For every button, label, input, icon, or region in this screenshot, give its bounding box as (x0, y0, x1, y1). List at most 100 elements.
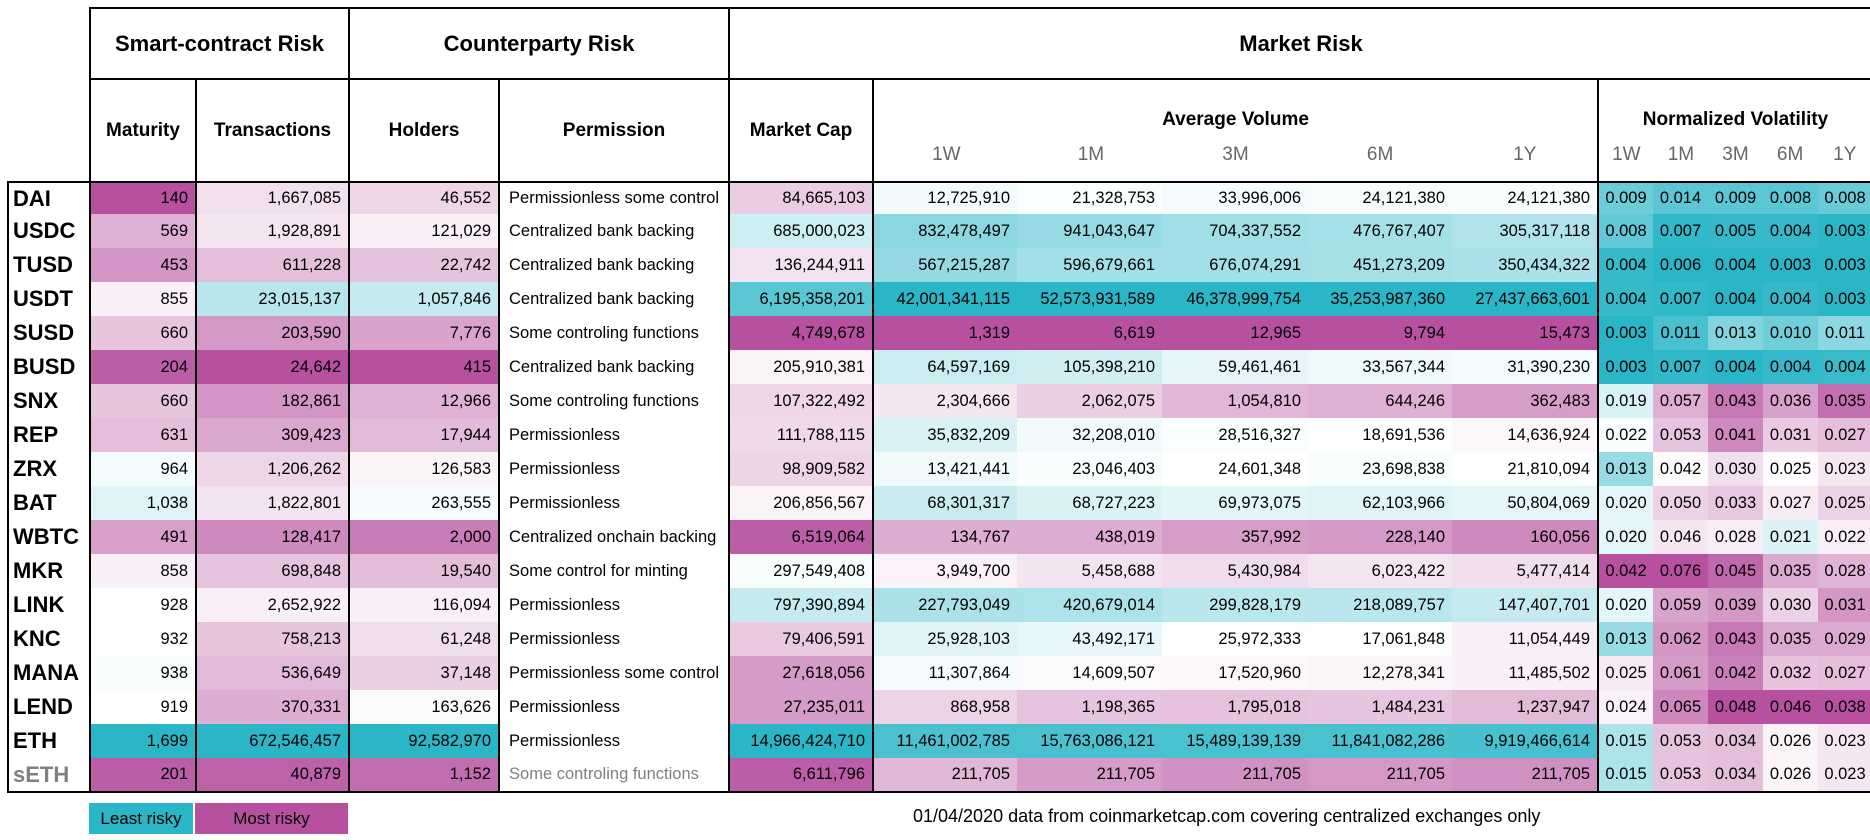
transactions-cell: 23,015,137 (196, 282, 351, 316)
maturity-cell: 932 (90, 622, 197, 656)
market-cap-cell: 685,000,023 (729, 214, 875, 248)
transactions-cell: 40,879 (196, 758, 351, 793)
token-name: WBTC (7, 520, 91, 554)
maturity-cell: 855 (90, 282, 197, 316)
corner-cell-2 (8, 79, 90, 183)
volume-cell-6m: 218,089,757 (1308, 588, 1453, 622)
maturity-cell: 453 (90, 248, 197, 282)
volatility-cell-6m: 0.031 (1763, 418, 1819, 452)
volatility-cell-1w: 0.020 (1598, 486, 1654, 520)
volume-cell-1m: 596,679,661 (1017, 248, 1163, 282)
volume-cell-3m: 15,489,139,139 (1162, 724, 1309, 758)
token-name: MKR (7, 554, 91, 588)
volatility-cell-1w: 0.022 (1598, 418, 1654, 452)
permission-cell: Centralized bank backing (499, 350, 731, 384)
table-row: ZRX 964 1,206,262 126,583 Permissionless 98,9… (7, 452, 1870, 486)
market-cap-cell: 297,549,408 (729, 554, 875, 588)
volume-cell-1y: 21,810,094 (1452, 452, 1600, 486)
table-row: LEND 919 370,331 163,626 Permissionless 27,23… (7, 690, 1870, 724)
volatility-cell-1y: 0.011 (1818, 316, 1870, 350)
volatility-cell-3m: 0.004 (1708, 248, 1764, 282)
maturity-cell: 631 (90, 418, 197, 452)
volatility-cell-1w: 0.013 (1598, 622, 1654, 656)
token-name: REP (7, 418, 91, 452)
volume-cell-1y: 14,636,924 (1452, 418, 1600, 452)
permission-cell: Permissionless (499, 452, 731, 486)
volume-cell-1m: 52,573,931,589 (1017, 282, 1163, 316)
volume-cell-3m: 1,795,018 (1162, 690, 1309, 724)
transactions-cell: 672,546,457 (196, 724, 351, 758)
market-cap-cell: 206,856,567 (729, 486, 875, 520)
volume-cell-1w: 3,949,700 (873, 554, 1018, 588)
market-cap-cell: 27,235,011 (729, 690, 875, 724)
permission-cell: Permissionless (499, 690, 731, 724)
token-name: ETH (7, 724, 91, 758)
group-market-risk: Market Risk (729, 7, 1870, 80)
token-name: USDT (7, 282, 91, 316)
volume-cell-3m: 46,378,999,754 (1162, 282, 1309, 316)
volatility-cell-1m: 0.059 (1653, 588, 1709, 622)
table-row: MANA 938 536,649 37,148 Permissionless some … (7, 656, 1870, 690)
maturity-cell: 1,699 (90, 724, 197, 758)
col-header-average-volume: Average Volume 1W 1M 3M 6M 1Y (873, 79, 1600, 183)
token-name: DAI (7, 182, 91, 214)
col-header-maturity: Maturity (89, 79, 196, 183)
volatility-cell-1m: 0.050 (1653, 486, 1709, 520)
volatility-cell-3m: 0.028 (1708, 520, 1764, 554)
maturity-cell: 660 (90, 316, 197, 350)
volume-cell-1w: 227,793,049 (873, 588, 1018, 622)
col-header-normalized-volatility: Normalized Volatility 1W 1M 3M 6M 1Y (1598, 79, 1870, 183)
volatility-cell-3m: 0.039 (1708, 588, 1764, 622)
transactions-cell: 182,861 (196, 384, 351, 418)
volatility-cell-1w: 0.015 (1598, 724, 1654, 758)
volatility-cell-3m: 0.004 (1708, 282, 1764, 316)
legend-least-risky: Least risky (89, 803, 193, 834)
volatility-cell-1w: 0.003 (1598, 350, 1654, 384)
volatility-cell-6m: 0.046 (1763, 690, 1819, 724)
volume-cell-1y: 50,804,069 (1452, 486, 1600, 520)
volatility-cell-1y: 0.003 (1818, 282, 1870, 316)
average-volume-label: Average Volume (1162, 108, 1309, 130)
volume-cell-1m: 420,679,014 (1017, 588, 1163, 622)
volatility-cell-1y: 0.035 (1818, 384, 1870, 418)
volume-cell-1w: 25,928,103 (873, 622, 1018, 656)
market-cap-cell: 6,519,064 (729, 520, 875, 554)
corner-cell (8, 8, 90, 79)
volatility-cell-1m: 0.053 (1653, 758, 1709, 793)
volatility-cell-1y: 0.022 (1818, 520, 1870, 554)
market-cap-cell: 27,618,056 (729, 656, 875, 690)
volume-cell-1w: 567,215,287 (873, 248, 1018, 282)
market-cap-cell: 14,966,424,710 (729, 724, 875, 758)
transactions-cell: 698,848 (196, 554, 351, 588)
table-row: ETH 1,699 672,546,457 92,582,970 Permissionl… (7, 724, 1870, 758)
token-name: SUSD (7, 316, 91, 350)
volatility-cell-3m: 0.034 (1708, 758, 1764, 793)
volatility-cell-1m: 0.011 (1653, 316, 1709, 350)
volume-cell-1y: 211,705 (1452, 758, 1600, 793)
volatility-cell-3m: 0.045 (1708, 554, 1764, 588)
volatility-cell-1w: 0.015 (1598, 758, 1654, 793)
col-header-holders: Holders (348, 79, 500, 183)
market-cap-cell: 136,244,911 (729, 248, 875, 282)
volume-cell-1m: 68,727,223 (1017, 486, 1163, 520)
holders-cell: 121,029 (349, 214, 501, 248)
volatility-cell-1w: 0.004 (1598, 282, 1654, 316)
volume-cell-6m: 17,061,848 (1308, 622, 1453, 656)
volume-cell-1w: 211,705 (873, 758, 1018, 793)
transactions-cell: 203,590 (196, 316, 351, 350)
volatility-cell-6m: 0.032 (1763, 656, 1819, 690)
legend-most-risky: Most risky (195, 803, 348, 834)
volatility-cell-1y: 0.008 (1818, 182, 1870, 214)
volume-cell-1w: 64,597,169 (873, 350, 1018, 384)
holders-cell: 163,626 (349, 690, 501, 724)
permission-cell: Permissionless (499, 724, 731, 758)
volume-period-6m: 6M (1366, 143, 1394, 165)
group-counterparty-risk: Counterparty Risk (349, 7, 731, 80)
volatility-cell-6m: 0.025 (1763, 452, 1819, 486)
volume-cell-1m: 15,763,086,121 (1017, 724, 1163, 758)
volatility-cell-6m: 0.008 (1763, 182, 1819, 214)
token-name: sETH (7, 758, 91, 793)
permission-cell: Centralized bank backing (499, 282, 731, 316)
volatility-cell-1y: 0.031 (1818, 588, 1870, 622)
table-row: BUSD 204 24,642 415 Centralized bank backing… (7, 350, 1870, 384)
